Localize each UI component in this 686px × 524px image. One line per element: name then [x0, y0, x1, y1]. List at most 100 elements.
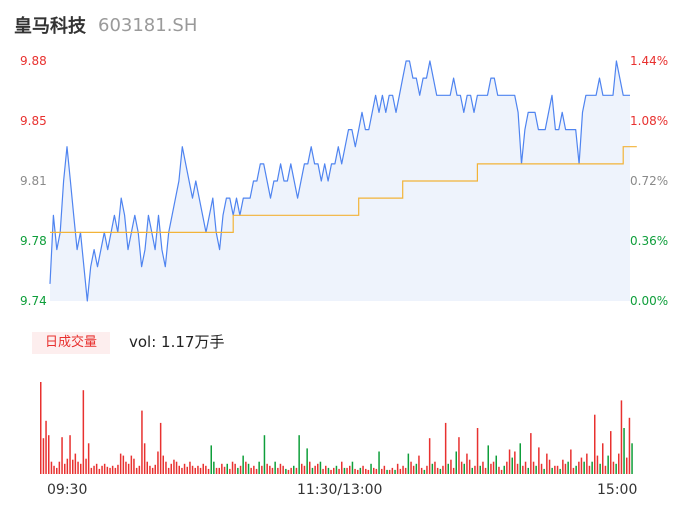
- y-tick-left-2: 9.85: [20, 114, 47, 128]
- volume-bar: [266, 463, 268, 474]
- volume-bar: [343, 467, 346, 474]
- volume-bar: [56, 467, 58, 474]
- volume-bar: [285, 468, 287, 474]
- volume-bar: [543, 468, 545, 474]
- volume-bar: [53, 465, 55, 474]
- volume-bar: [407, 453, 410, 474]
- volume-bar: [564, 463, 567, 474]
- volume-bar: [514, 451, 516, 474]
- volume-bar: [562, 459, 564, 474]
- volume-bar: [293, 465, 295, 474]
- volume-bar: [301, 463, 303, 474]
- volume-bar: [623, 428, 625, 474]
- volume-bar: [103, 463, 106, 474]
- volume-bar: [442, 465, 444, 474]
- volume-bar: [365, 468, 367, 474]
- volume-bar: [412, 465, 415, 474]
- volume-bar: [162, 455, 164, 474]
- volume-bar: [532, 461, 535, 474]
- volume-bar: [95, 463, 98, 474]
- volume-bar: [420, 467, 423, 474]
- volume-bar: [202, 463, 204, 474]
- volume-bar: [274, 461, 276, 474]
- volume-bar: [149, 465, 151, 474]
- price-area-fill: [50, 61, 630, 301]
- volume-bar: [234, 463, 236, 474]
- volume-bar: [122, 455, 125, 474]
- volume-bar: [500, 469, 503, 474]
- volume-bar: [431, 463, 434, 474]
- volume-bar: [594, 414, 596, 474]
- volume-bar: [351, 461, 354, 474]
- volume-bar: [530, 433, 532, 474]
- volume-bar: [138, 465, 141, 474]
- volume-bar: [490, 463, 492, 474]
- volume-bar: [74, 453, 77, 474]
- volume-bar: [349, 465, 351, 474]
- volume-bar: [298, 435, 300, 474]
- volume-bar: [319, 461, 322, 474]
- volume-bar: [226, 463, 228, 474]
- volume-bar: [109, 467, 111, 474]
- volume-bar: [245, 461, 247, 474]
- volume-bar: [189, 461, 191, 474]
- volume-bar: [463, 463, 465, 474]
- volume-bar: [255, 468, 258, 474]
- x-tick-open: 09:30: [47, 482, 88, 498]
- volume-tab[interactable]: 日成交量: [32, 332, 110, 354]
- volume-bar: [271, 467, 274, 474]
- y-tick-left-min: 9.74: [20, 294, 47, 308]
- volume-bar: [498, 466, 500, 474]
- volume-bar: [495, 455, 497, 474]
- volume-bar: [381, 468, 383, 474]
- volume-bar: [77, 461, 79, 474]
- volume-bar: [580, 457, 583, 474]
- volume-bar: [572, 467, 575, 474]
- y-tick-right-2: 1.08%: [630, 114, 669, 128]
- volume-bar: [183, 463, 186, 474]
- volume-bar: [167, 467, 170, 474]
- volume-bar: [362, 465, 364, 474]
- volume-bar: [375, 468, 378, 474]
- volume-bar: [333, 467, 335, 474]
- volume-bar: [378, 451, 380, 474]
- volume-bar: [628, 417, 631, 474]
- y-tick-right-max: 1.44%: [630, 54, 669, 68]
- volume-bar: [317, 463, 319, 474]
- volume-bar: [415, 463, 418, 474]
- volume-bar: [85, 458, 87, 474]
- volume-bar: [247, 463, 250, 474]
- y-tick-left-4: 9.78: [20, 234, 47, 248]
- volume-bar: [269, 465, 271, 474]
- volume-bar: [197, 465, 199, 474]
- volume-bar: [45, 420, 47, 474]
- volume-bar: [506, 461, 508, 474]
- volume-bar: [602, 443, 604, 474]
- volume-bar: [146, 461, 148, 474]
- volume-bar: [210, 445, 212, 474]
- volume-bar: [357, 469, 359, 474]
- volume-bar: [426, 465, 428, 474]
- volume-bar: [471, 467, 473, 474]
- volume-bar: [394, 469, 396, 474]
- volume-bar: [570, 449, 572, 474]
- volume-bar: [125, 461, 127, 474]
- volume-bar: [508, 449, 511, 474]
- volume-summary: vol: 1.17万手: [129, 333, 225, 351]
- volume-bar: [468, 459, 471, 474]
- volume-bar: [487, 445, 489, 474]
- volume-bar: [524, 461, 527, 474]
- volume-bar: [154, 464, 156, 474]
- volume-bar: [223, 466, 226, 474]
- volume-bar: [383, 465, 386, 474]
- volume-bar: [314, 465, 316, 474]
- volume-bar: [178, 465, 180, 474]
- volume-bar: [620, 400, 623, 474]
- volume-bar: [191, 465, 194, 474]
- volume-bar: [556, 465, 559, 474]
- volume-bar: [607, 455, 609, 474]
- volume-bar: [583, 461, 585, 474]
- volume-bar: [106, 466, 109, 474]
- volume-bar: [373, 467, 375, 474]
- volume-bar: [604, 465, 607, 474]
